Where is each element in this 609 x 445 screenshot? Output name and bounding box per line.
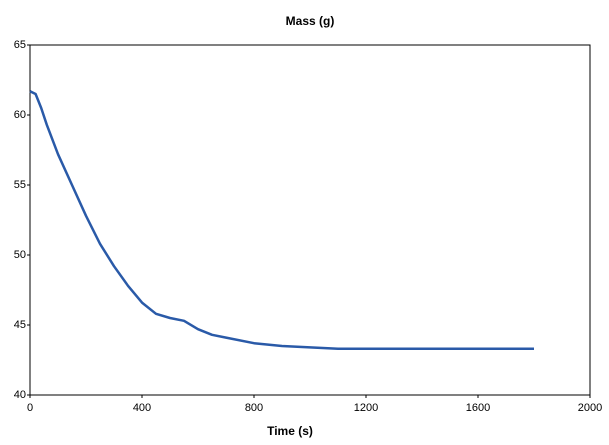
y-tick-label: 50 bbox=[14, 249, 26, 261]
x-tick-label: 800 bbox=[245, 402, 263, 414]
plot-frame bbox=[29, 44, 591, 396]
y-tick-label: 45 bbox=[14, 319, 26, 331]
chart-title: Mass (g) bbox=[286, 14, 335, 28]
y-tick-label: 60 bbox=[14, 109, 26, 121]
x-axis-label: Time (s) bbox=[267, 424, 313, 438]
x-tick-label: 400 bbox=[133, 402, 151, 414]
y-tick-label: 65 bbox=[14, 39, 26, 51]
y-tick-label: 40 bbox=[14, 389, 26, 401]
x-tick-label: 1600 bbox=[466, 402, 490, 414]
x-tick-label: 1200 bbox=[354, 402, 378, 414]
x-tick-label: 2000 bbox=[578, 402, 602, 414]
data-line bbox=[29, 90, 534, 351]
x-tick-label: 0 bbox=[27, 402, 33, 414]
y-tick-label: 55 bbox=[14, 179, 26, 191]
